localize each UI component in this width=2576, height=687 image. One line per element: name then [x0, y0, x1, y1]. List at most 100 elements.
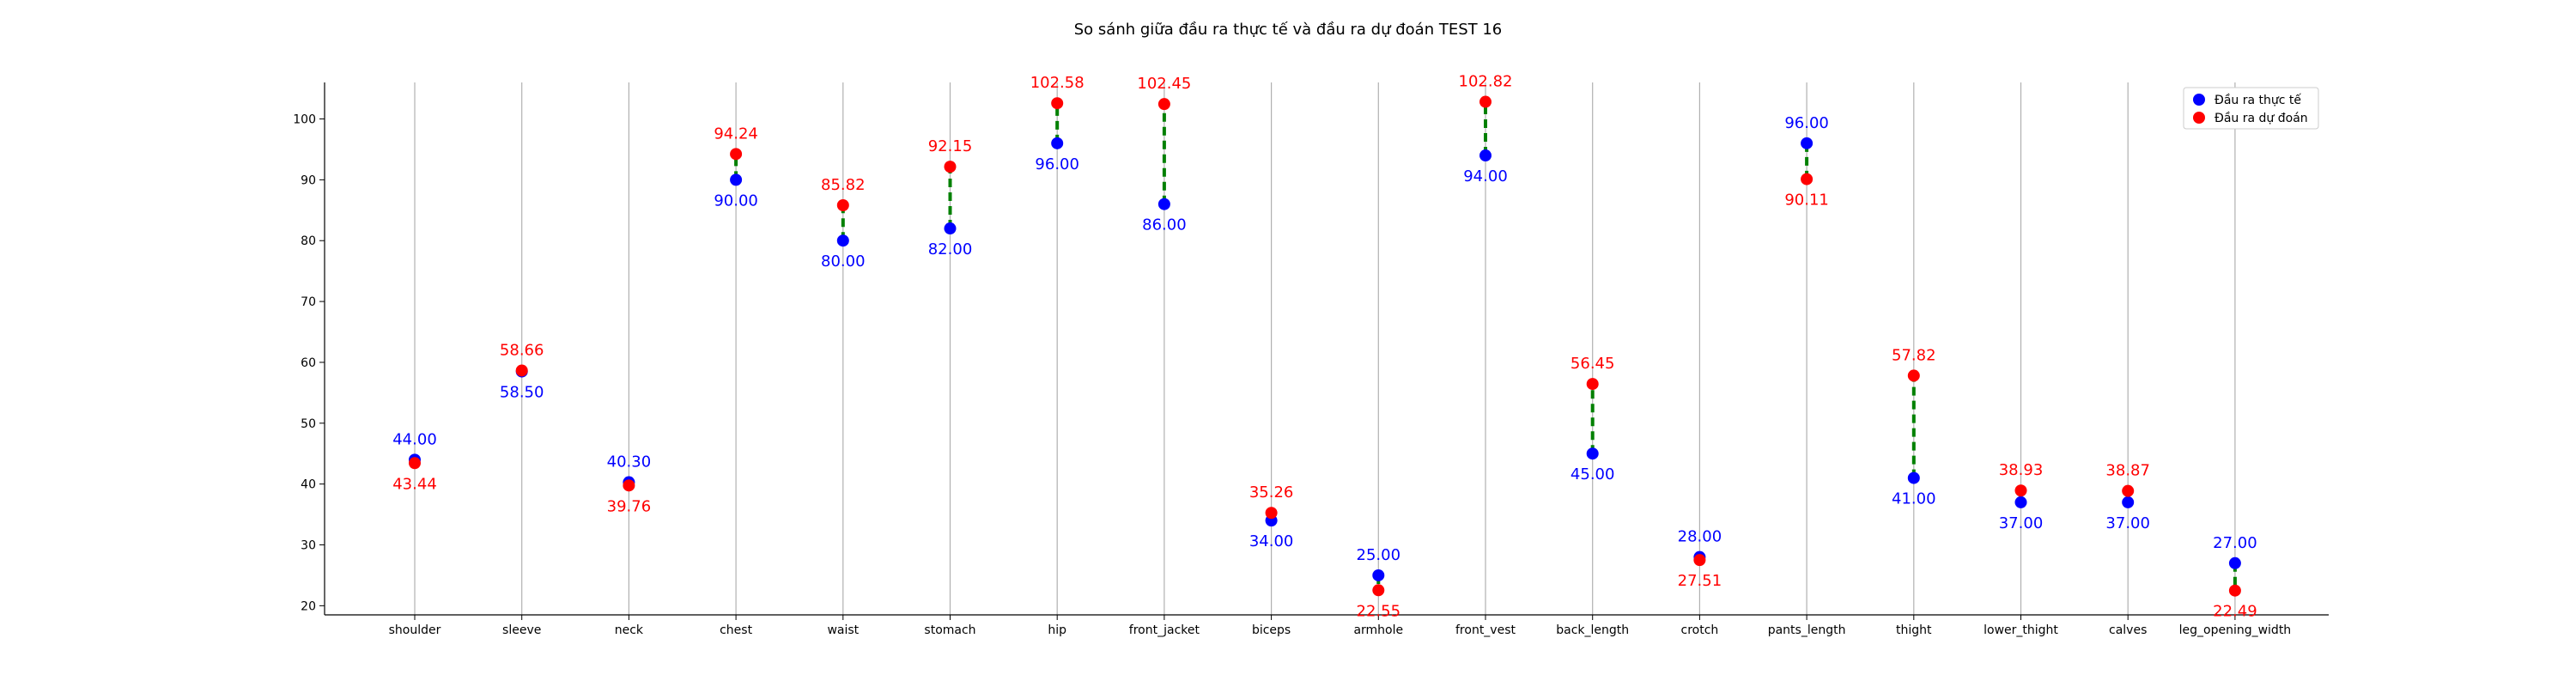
x-tick-label: stomach: [924, 623, 975, 637]
y-tick-label: 70: [301, 295, 316, 309]
actual-value-label: 25.00: [1357, 546, 1401, 564]
actual-point: [836, 234, 849, 247]
predicted-point: [1157, 98, 1170, 111]
legend-entry: Đầu ra dự đoán: [2215, 112, 2308, 125]
actual-value-label: 96.00: [1784, 114, 1829, 132]
actual-value-label: 41.00: [1892, 490, 1936, 508]
actual-value-label: 82.00: [928, 240, 973, 258]
x-tick-label: armhole: [1353, 623, 1403, 637]
actual-value-label: 45.00: [1571, 465, 1615, 483]
predicted-value-label: 85.82: [821, 176, 866, 194]
predicted-value-label: 27.51: [1678, 572, 1722, 590]
actual-point: [1479, 149, 1492, 162]
predicted-value-label: 102.82: [1459, 73, 1513, 91]
predicted-point: [2122, 484, 2135, 497]
y-tick-label: 60: [301, 356, 316, 370]
x-tick-label: front_jacket: [1129, 623, 1200, 637]
x-tick-label: pants_length: [1768, 623, 1846, 637]
predicted-point: [1907, 369, 1920, 382]
predicted-point: [730, 148, 743, 161]
x-tick-label: chest: [720, 623, 752, 637]
y-tick-label: 20: [301, 599, 316, 613]
predicted-value-label: 22.55: [1357, 602, 1401, 620]
predicted-value-label: 102.58: [1030, 74, 1084, 92]
predicted-value-label: 102.45: [1137, 75, 1191, 93]
y-tick-label: 100: [293, 113, 316, 127]
actual-value-label: 94.00: [1463, 167, 1508, 185]
actual-value-label: 58.50: [500, 384, 544, 402]
predicted-value-label: 39.76: [607, 497, 652, 515]
predicted-point: [944, 161, 957, 173]
x-tick-label: sleeve: [502, 623, 541, 637]
predicted-value-label: 92.15: [928, 137, 973, 155]
x-tick-label: leg_opening_width: [2179, 623, 2292, 637]
actual-point: [1051, 137, 1064, 149]
x-tick-label: thight: [1896, 623, 1932, 637]
predicted-value-label: 58.66: [500, 341, 544, 359]
x-tick-label: hip: [1048, 623, 1066, 637]
legend: Đầu ra thực tế Đầu ra dự đoán: [2183, 87, 2319, 130]
axes: shoulder sleeve neck chest waist stomach hip fr…: [293, 82, 2329, 637]
actual-value-label: 40.30: [607, 453, 652, 471]
predicted-point: [2228, 584, 2241, 597]
predicted-point: [1801, 173, 1814, 185]
chart-title: So sánh giữa đầu ra thực tế và đầu ra dự…: [1074, 21, 1503, 39]
predicted-point: [1479, 95, 1492, 108]
grid-lines: [414, 82, 2236, 615]
actual-value-label: 27.00: [2213, 534, 2257, 552]
data-labels: 44.00 43.44 58.50 58.66 40.30 39.76 90.00 94.24…: [392, 73, 2257, 621]
y-tick-label: 80: [301, 234, 316, 248]
actual-point: [730, 173, 743, 186]
x-tick-label: calves: [2109, 623, 2147, 637]
predicted-point: [1265, 507, 1278, 520]
predicted-value-label: 90.11: [1784, 192, 1829, 210]
x-tick-label: lower_thight: [1984, 623, 2058, 637]
actual-point: [1907, 471, 1920, 484]
x-tick-label: shoulder: [389, 623, 441, 637]
predicted-point: [836, 198, 849, 211]
predicted-point: [1693, 554, 1706, 567]
y-tick-label: 40: [301, 478, 316, 492]
actual-point: [1157, 198, 1170, 210]
actual-value-label: 96.00: [1035, 155, 1079, 173]
actual-point: [2228, 556, 2241, 569]
predicted-point: [1051, 97, 1064, 110]
predicted-value-label: 38.93: [1999, 461, 2044, 479]
y-tick-label: 50: [301, 417, 316, 431]
actual-point: [1372, 568, 1385, 581]
y-tick-label: 30: [301, 539, 316, 553]
predicted-point: [515, 364, 528, 377]
actual-value-label: 80.00: [821, 252, 866, 271]
actual-point: [2014, 495, 2027, 508]
actual-point: [944, 222, 957, 235]
actual-value-label: 44.00: [392, 430, 437, 448]
legend-entry: Đầu ra thực tế: [2215, 93, 2301, 107]
predicted-point: [623, 479, 635, 492]
actual-value-label: 37.00: [1999, 514, 2044, 532]
legend-box: [2183, 87, 2319, 130]
x-tick-label: biceps: [1252, 623, 1291, 637]
predicted-point: [1586, 378, 1599, 391]
x-tick-label: front_vest: [1455, 623, 1516, 637]
predicted-value-label: 56.45: [1571, 355, 1615, 373]
predicted-point: [1372, 584, 1385, 597]
actual-point: [1801, 137, 1814, 149]
predicted-value-label: 35.26: [1249, 483, 1294, 502]
actual-value-label: 34.00: [1249, 532, 1294, 550]
actual-value-label: 37.00: [2105, 514, 2150, 532]
data-points: [409, 95, 2241, 597]
predicted-value-label: 57.82: [1892, 346, 1936, 364]
predicted-value-label: 38.87: [2105, 462, 2150, 480]
predicted-point: [409, 457, 421, 470]
predicted-point: [2014, 484, 2027, 497]
predicted-value-label: 94.24: [714, 125, 758, 143]
x-tick-label: back_length: [1556, 623, 1629, 637]
actual-point: [2122, 495, 2135, 508]
legend-marker: [2193, 94, 2205, 106]
x-tick-label: waist: [827, 623, 859, 637]
predicted-value-label: 22.49: [2213, 603, 2257, 621]
actual-value-label: 90.00: [714, 192, 758, 210]
actual-value-label: 86.00: [1142, 216, 1187, 234]
